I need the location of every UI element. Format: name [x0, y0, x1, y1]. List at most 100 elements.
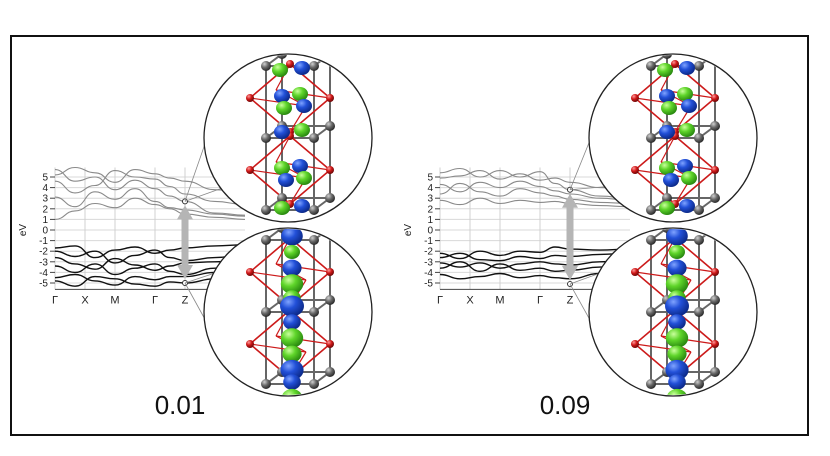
- metal-atom: [646, 133, 656, 143]
- orbital-lobe: [274, 201, 290, 215]
- orbital-lobe: [274, 125, 290, 139]
- y-axis-unit: eV: [403, 224, 414, 237]
- arrow-head-up: [562, 193, 578, 208]
- orbital-lobe: [283, 314, 301, 330]
- orbital-lobe: [283, 374, 301, 390]
- metal-atom: [694, 61, 704, 71]
- y-tick-label: -2: [39, 247, 48, 258]
- orbital-lobe: [665, 359, 689, 381]
- orbital-lobe: [669, 245, 685, 259]
- metal-atom: [694, 235, 704, 245]
- crystal-structure: [246, 55, 335, 215]
- metal-atom: [646, 235, 656, 245]
- y-tick-label: 4: [42, 183, 48, 194]
- orbital-lobe: [665, 328, 689, 348]
- orbital-lobe: [278, 173, 294, 187]
- conduction-band: [439, 182, 631, 205]
- orbital-lobe: [282, 259, 302, 277]
- valence-band: [54, 274, 246, 287]
- k-point-label: Γ: [52, 294, 58, 306]
- cell-edge: [249, 309, 291, 345]
- orbital-lobe: [679, 61, 695, 75]
- orbital-lobe: [274, 89, 290, 103]
- orbital-lobe: [668, 374, 686, 390]
- valence-band: [54, 269, 246, 286]
- y-tick-label: 3: [427, 194, 433, 205]
- y-tick-label: 5: [42, 173, 48, 184]
- orbital-lobe: [281, 388, 303, 395]
- k-point-label: M: [110, 294, 119, 306]
- oxygen-atom: [631, 94, 639, 102]
- oxygen-atom: [711, 166, 719, 174]
- oxygen-atom: [286, 60, 294, 68]
- orbital-lobe: [681, 99, 697, 113]
- y-tick-label: 5: [427, 173, 433, 184]
- conduction-band: [54, 197, 246, 220]
- oxygen-atom: [711, 94, 719, 102]
- k-point-label: Γ: [437, 294, 443, 306]
- orbital-lobe: [679, 123, 695, 137]
- metal-atom: [309, 205, 319, 215]
- orbital-lobe: [276, 101, 292, 115]
- oxygen-atom: [326, 340, 334, 348]
- orbital-lobe: [274, 161, 290, 175]
- oxygen-atom: [326, 166, 334, 174]
- orbital-lobe: [666, 229, 688, 246]
- orbital-lobe: [294, 61, 310, 75]
- y-tick-label: -5: [424, 279, 433, 290]
- valence-band: [439, 270, 631, 280]
- metal-atom: [325, 121, 335, 131]
- k-point-label: Z: [567, 294, 574, 306]
- valence-band: [439, 261, 631, 273]
- orbital-lobe: [659, 201, 675, 215]
- metal-atom: [261, 133, 271, 143]
- orbital-lobe: [280, 328, 304, 348]
- y-tick-label: 0: [427, 226, 433, 237]
- cell-edge: [634, 309, 676, 345]
- metal-atom: [261, 235, 271, 245]
- metal-atom: [710, 121, 720, 131]
- valence-band: [439, 246, 631, 260]
- y-tick-label: -3: [424, 257, 433, 268]
- y-tick-label: -3: [39, 257, 48, 268]
- oxygen-atom: [631, 340, 639, 348]
- valence-band: [54, 256, 246, 272]
- panel-value-label: 0.09: [540, 390, 591, 420]
- y-tick-label: 2: [42, 204, 48, 215]
- y-tick-label: 4: [427, 183, 433, 194]
- orbital-lobe: [292, 87, 308, 101]
- orbital-lobe: [665, 274, 689, 294]
- oxygen-atom: [631, 166, 639, 174]
- orbital-lobe: [294, 123, 310, 137]
- valence-band: [54, 244, 246, 259]
- orbital-lobe: [667, 345, 687, 363]
- metal-atom: [261, 379, 271, 389]
- metal-atom: [694, 307, 704, 317]
- y-tick-label: 1: [42, 215, 48, 226]
- orbital-lobe: [661, 101, 677, 115]
- panel-value-label: 0.01: [155, 390, 206, 420]
- k-point-label: Z: [182, 294, 189, 306]
- orbital-lobe: [677, 87, 693, 101]
- metal-atom: [646, 205, 656, 215]
- metal-atom: [309, 307, 319, 317]
- metal-atom: [662, 193, 672, 203]
- oxygen-atom: [246, 268, 254, 276]
- metal-atom: [710, 295, 720, 305]
- k-point-label: X: [81, 294, 89, 306]
- orbital-lobe: [659, 89, 675, 103]
- orbital-lobe: [296, 171, 312, 185]
- y-tick-label: -2: [424, 247, 433, 258]
- metal-atom: [309, 235, 319, 245]
- cell-edge: [674, 135, 716, 171]
- orbital-lobe: [659, 161, 675, 175]
- oxygen-atom: [711, 268, 719, 276]
- cell-edge: [674, 169, 716, 205]
- metal-atom: [710, 367, 720, 377]
- metal-atom: [325, 193, 335, 203]
- y-tick-label: 1: [427, 215, 433, 226]
- metal-atom: [694, 205, 704, 215]
- orbital-lobe: [681, 171, 697, 185]
